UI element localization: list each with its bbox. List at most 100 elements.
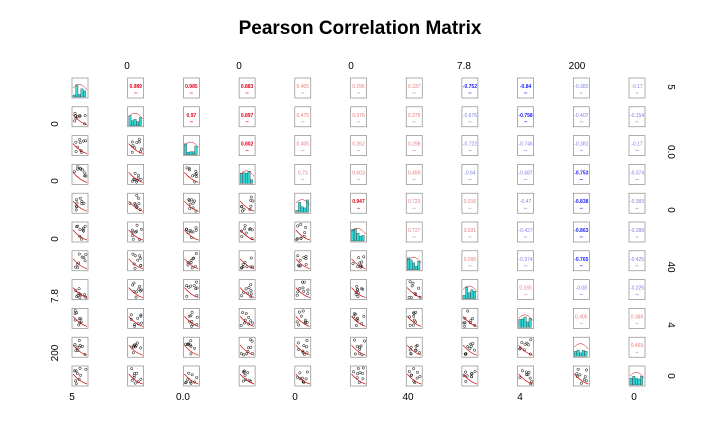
scatter-point: [187, 199, 191, 203]
scatter-point: [418, 351, 421, 355]
fit-line: [184, 172, 199, 183]
scatter-point: [579, 381, 583, 385]
hist-bar: [245, 172, 248, 184]
scatter-point: [74, 208, 78, 212]
panel-frame: [628, 106, 646, 128]
panel-10-3: [238, 365, 256, 387]
scatter-point: [83, 293, 86, 297]
scatter-point: [583, 375, 587, 379]
panel-frame: [572, 365, 590, 387]
scatter-point: [78, 343, 82, 347]
panel-frame: [405, 365, 423, 387]
fit-line: [406, 316, 422, 327]
scatter-point: [189, 343, 192, 347]
hist-bar: [131, 120, 134, 126]
panel-3-9: -0.753: [572, 164, 590, 185]
panel-frame: [405, 279, 423, 300]
hist-bar: [473, 291, 476, 299]
density-curve: [518, 314, 533, 321]
scatter-point: [409, 373, 413, 377]
scatter-point: [408, 280, 412, 284]
panel-frame: [572, 279, 590, 300]
scatter-point: [78, 366, 82, 370]
scatter-point: [189, 314, 193, 318]
corr-value: 0.73: [298, 170, 308, 176]
scatter-point: [357, 256, 361, 260]
bottom-axis-label: 0.0: [176, 392, 190, 403]
scatter-point: [355, 284, 359, 288]
scatter-point: [244, 312, 248, 316]
corr-value: 0.947: [352, 199, 365, 205]
corr-value: 0.376: [352, 113, 365, 119]
scatter-point: [361, 371, 365, 375]
panel-frame: [127, 77, 144, 99]
panel-frame: [127, 192, 144, 214]
hist-bar: [518, 319, 522, 328]
scatter-point: [242, 321, 246, 325]
scatter-point: [302, 280, 306, 284]
corr-value: 0.095: [464, 257, 477, 263]
corr-value: -0.08: [576, 286, 588, 292]
panel-6-6: [405, 250, 423, 272]
corr-value: -0.225: [630, 286, 644, 292]
corr-value: 0.97: [187, 113, 197, 119]
panel-3-0: [71, 164, 89, 185]
scatter-point: [193, 199, 196, 203]
panel-frame: [127, 336, 144, 358]
scatter-point: [72, 170, 76, 174]
panel-frame: [71, 135, 89, 156]
panel-frame: [628, 336, 646, 358]
panel-2-7: -0.722: [461, 135, 479, 156]
panel-frame: [572, 106, 590, 128]
scatter-point: [415, 343, 419, 347]
scatter-point: [77, 323, 81, 327]
scatter-point: [247, 286, 251, 290]
scatter-point: [79, 167, 83, 171]
panel-10-6: [405, 365, 423, 387]
scatter-point: [74, 150, 78, 154]
scatter-point: [243, 224, 247, 228]
scatter-point: [585, 368, 588, 372]
scatter-point: [74, 369, 78, 373]
scatter-point: [298, 377, 302, 381]
hist-bar: [467, 292, 471, 299]
scatter-point: [134, 295, 138, 299]
scatter-point: [524, 370, 528, 374]
panel-5-5: [350, 221, 367, 243]
panel-2-9: -0.381: [572, 135, 590, 156]
scatter-point: [355, 344, 359, 348]
chart-title: Pearson Correlation Matrix: [238, 18, 482, 39]
scatter-point: [518, 376, 522, 380]
scatter-point: [247, 378, 251, 382]
panel-7-6: [405, 279, 423, 300]
scatter-point: [139, 346, 143, 350]
scatter-point: [135, 180, 138, 184]
corr-value: 0.405: [297, 142, 310, 148]
fit-line: [239, 200, 255, 212]
fit-line: [184, 344, 199, 356]
panel-1-4: 0.475: [294, 106, 312, 128]
scatter-point: [361, 377, 365, 381]
panel-5-1: [127, 221, 144, 243]
panel-frame: [628, 192, 646, 214]
density-curve: [239, 170, 255, 177]
panel-1-0: [71, 106, 89, 128]
scatter-point: [83, 352, 87, 356]
bottom-axis-label: 40: [402, 392, 414, 403]
panel-1-1: [127, 106, 144, 128]
left-axis-label: 200: [50, 344, 61, 361]
panel-frame: [461, 192, 479, 214]
fit-line: [239, 258, 255, 270]
scatter-point: [298, 287, 302, 290]
panel-10-5: [350, 365, 367, 387]
scatter-point: [76, 165, 80, 169]
fit-line: [72, 172, 88, 183]
fit-line: [128, 316, 143, 327]
scatter-point: [466, 345, 470, 349]
panel-frame: [628, 365, 646, 387]
panel-0-8: -0.84: [517, 77, 534, 99]
scatter-point: [84, 367, 88, 371]
scatter-point: [132, 376, 136, 380]
panel-frame: [127, 279, 144, 300]
scatter-point: [185, 294, 189, 298]
